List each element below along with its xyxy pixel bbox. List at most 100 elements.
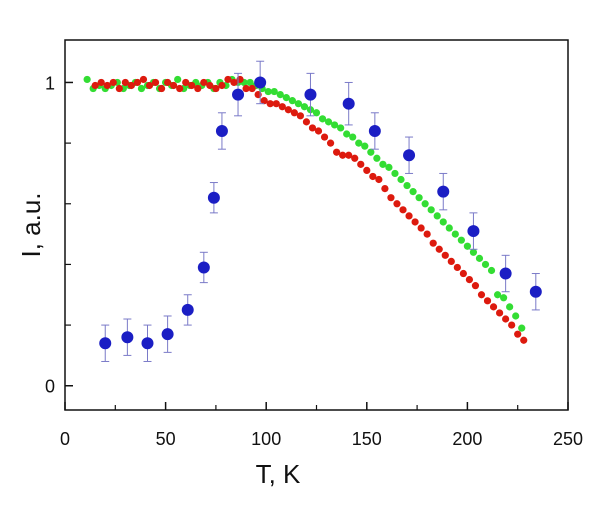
data-point-blue (368, 124, 381, 137)
series-green (83, 75, 526, 332)
data-point-red (278, 103, 286, 111)
data-point-green (427, 206, 435, 214)
data-point-green (282, 94, 290, 102)
data-point-green (294, 100, 302, 108)
data-point-red (230, 78, 238, 87)
data-point-green (506, 303, 514, 311)
data-point-red (489, 303, 498, 311)
data-point-green (463, 242, 471, 250)
y-axis-title: I, a.u. (16, 192, 46, 257)
data-point-blue (141, 337, 154, 350)
data-point-blue (437, 185, 450, 198)
data-point-green (445, 224, 453, 232)
data-point-green (421, 200, 429, 208)
data-point-red (417, 224, 425, 232)
data-point-red (97, 78, 105, 87)
data-point-blue (215, 124, 228, 137)
data-point-red (260, 97, 268, 105)
data-point-red (471, 282, 480, 290)
data-point-red (345, 151, 353, 159)
data-point-green (500, 294, 508, 302)
data-point-blue (499, 267, 512, 280)
data-point-red (375, 175, 383, 184)
data-point-green (174, 75, 182, 84)
data-point-blue (254, 76, 267, 89)
data-point-red (520, 336, 528, 344)
data-point-red (290, 109, 298, 117)
data-point-red (272, 100, 280, 108)
data-point-green (270, 87, 278, 96)
data-point-green (379, 160, 387, 168)
data-point-red (453, 263, 461, 272)
data-point-green (367, 148, 375, 156)
x-tick-label: 0 (60, 429, 70, 449)
data-point-green (361, 142, 369, 150)
data-point-green (433, 212, 441, 220)
data-point-red (188, 81, 196, 90)
data-point-green (487, 266, 496, 275)
data-point-red (477, 291, 486, 299)
tick-labels: 0 50 100 150 200 250 0 1 (45, 73, 583, 449)
y-tick-label: 0 (45, 377, 55, 397)
data-point-red (399, 206, 407, 214)
data-point-red (314, 127, 323, 135)
data-point-green (439, 218, 447, 226)
data-point-red (248, 84, 256, 93)
data-point-red (115, 84, 123, 93)
data-point-blue (467, 225, 480, 238)
data-point-green (518, 324, 526, 332)
data-point-red (357, 160, 365, 168)
data-point-blue (181, 303, 194, 316)
data-point-red (121, 78, 129, 87)
data-point-red (435, 245, 443, 253)
data-point-red (266, 100, 274, 108)
data-point-green (312, 109, 321, 117)
x-tick-label: 250 (553, 429, 583, 449)
data-point-blue (161, 328, 174, 341)
y-tick-label: 1 (45, 73, 55, 93)
data-point-green (83, 75, 91, 84)
data-point-blue (232, 88, 245, 101)
x-tick-label: 100 (251, 429, 281, 449)
data-point-red (387, 194, 395, 202)
data-point-red (145, 81, 154, 90)
data-point-red (242, 84, 250, 93)
plot-frame (64, 39, 569, 411)
data-point-green (246, 78, 254, 87)
data-point-red (151, 78, 160, 87)
data-point-red (182, 78, 190, 87)
x-tick-label: 50 (156, 429, 176, 449)
x-tick-label: 200 (452, 429, 482, 449)
data-point-red (236, 75, 244, 84)
series-red (91, 75, 528, 344)
data-point-red (465, 275, 474, 284)
data-point-green (397, 175, 405, 184)
data-point-red (133, 78, 142, 87)
data-point-green (331, 121, 339, 129)
data-point-green (512, 312, 520, 320)
data-point-red (127, 81, 135, 90)
data-point-red (495, 309, 504, 317)
data-point-blue (342, 97, 355, 110)
data-point-red (296, 112, 305, 120)
data-point-green (137, 84, 146, 93)
data-point-red (514, 330, 522, 338)
data-point-red (176, 84, 184, 93)
data-point-green (391, 169, 399, 178)
data-point-green (451, 230, 459, 238)
data-point-green (373, 154, 381, 162)
data-point-red (429, 239, 437, 247)
data-point-red (369, 172, 377, 181)
data-point-red (254, 90, 262, 99)
data-point-green (264, 87, 272, 96)
data-point-green (300, 103, 309, 111)
data-point-red (320, 133, 329, 141)
data-point-red (157, 84, 166, 93)
data-point-red (224, 75, 232, 84)
data-point-red (212, 84, 220, 93)
data-point-red (447, 257, 455, 265)
data-point-blue (121, 331, 134, 344)
data-point-red (405, 212, 413, 220)
data-point-red (218, 81, 226, 90)
data-point-green (349, 133, 357, 141)
